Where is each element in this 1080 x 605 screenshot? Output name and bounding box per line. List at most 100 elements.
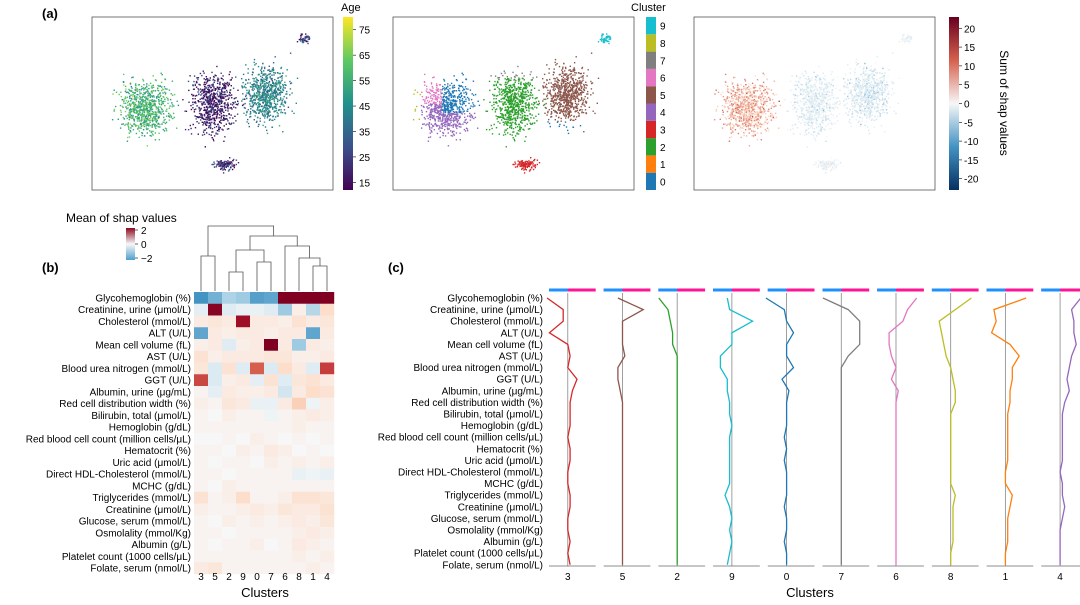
scatter-point	[300, 33, 302, 35]
scatter-point	[523, 97, 525, 99]
scatter-point	[519, 120, 522, 123]
scatter-point	[420, 127, 423, 129]
scatter-point	[272, 93, 274, 95]
scatter-point	[242, 81, 244, 84]
scatter-point	[416, 91, 419, 93]
scatter-point	[565, 86, 567, 89]
scatter-point	[561, 80, 563, 82]
scatter-point	[153, 96, 155, 98]
scatter-point	[451, 119, 453, 122]
scatter-point	[455, 115, 457, 118]
scatter-point	[558, 88, 560, 90]
scatter-point	[278, 99, 281, 102]
scatter-point	[260, 105, 263, 108]
scatter-point	[414, 108, 417, 111]
scatter-point	[507, 116, 509, 118]
scatter-point	[138, 120, 140, 122]
scatter-point	[143, 125, 146, 128]
scatter-point	[223, 168, 225, 170]
scatter-point	[748, 88, 750, 91]
scatter-point	[257, 91, 259, 93]
umap-cluster-frame	[392, 16, 635, 191]
scatter-point	[580, 84, 582, 86]
scatter-point	[269, 77, 271, 79]
scatter-point	[544, 112, 546, 114]
scatter-point	[233, 102, 235, 105]
scatter-point	[490, 124, 492, 127]
scatter-point	[559, 103, 562, 105]
scatter-point	[450, 102, 453, 104]
scatter-point	[606, 37, 608, 39]
scatter-point	[150, 87, 153, 89]
scatter-point	[759, 107, 761, 109]
scatter-point	[200, 94, 202, 96]
scatter-point	[157, 95, 159, 97]
scatter-point	[521, 168, 523, 171]
scatter-point	[225, 123, 227, 125]
scatter-point	[157, 107, 159, 109]
scatter-point	[146, 105, 149, 108]
scatter-point	[493, 88, 496, 90]
scatter-point	[512, 111, 514, 113]
scatter-point	[164, 91, 166, 93]
scatter-point	[215, 104, 218, 106]
scatter-point	[299, 38, 302, 40]
scatter-point	[506, 119, 508, 121]
scatter-point	[440, 98, 442, 100]
scatter-point	[458, 90, 461, 92]
scatter-point	[263, 84, 265, 86]
scatter-point	[455, 79, 458, 81]
scatter-point	[215, 75, 217, 77]
scatter-point	[441, 114, 444, 116]
scatter-point	[513, 96, 515, 98]
scatter-point	[151, 110, 154, 113]
scatter-point	[206, 100, 208, 102]
scatter-point	[494, 109, 497, 111]
scatter-point	[544, 85, 547, 87]
scatter-point	[534, 158, 536, 161]
scatter-point	[450, 114, 452, 116]
scatter-point	[146, 86, 148, 88]
scatter-point	[268, 82, 270, 84]
scatter-point	[207, 114, 210, 116]
scatter-point	[132, 94, 134, 96]
scatter-point	[237, 89, 239, 91]
scatter-point	[225, 165, 227, 168]
scatter-point	[214, 102, 216, 104]
scatter-point	[744, 111, 746, 113]
scatter-point	[218, 100, 221, 102]
scatter-point	[515, 88, 518, 90]
scatter-point	[261, 76, 264, 79]
scatter-point	[204, 98, 206, 101]
scatter-point	[222, 79, 224, 81]
scatter-point	[272, 69, 275, 71]
scatter-point	[138, 103, 141, 105]
scatter-point	[567, 103, 570, 105]
scatter-point	[272, 70, 274, 72]
scatter-point	[192, 103, 194, 106]
scatter-point	[489, 101, 491, 103]
scatter-point	[222, 164, 224, 167]
scatter-point	[581, 103, 583, 106]
scatter-point	[269, 73, 271, 75]
scatter-point	[430, 105, 433, 107]
scatter-point	[457, 120, 459, 123]
scatter-point	[209, 97, 211, 99]
scatter-point	[203, 96, 206, 98]
scatter-point	[454, 90, 456, 92]
scatter-point	[260, 75, 262, 77]
scatter-point	[127, 122, 129, 125]
scatter-point	[581, 75, 584, 78]
scatter-point	[264, 88, 266, 91]
scatter-point	[253, 58, 256, 61]
scatter-point	[263, 80, 265, 82]
scatter-point	[745, 89, 747, 91]
scatter-point	[147, 92, 149, 95]
scatter-point	[204, 85, 206, 88]
scatter-point	[282, 72, 284, 74]
scatter-point	[252, 104, 254, 107]
scatter-point	[521, 89, 524, 91]
scatter-point	[732, 94, 734, 96]
scatter-point	[566, 105, 569, 107]
scatter-point	[235, 76, 237, 78]
